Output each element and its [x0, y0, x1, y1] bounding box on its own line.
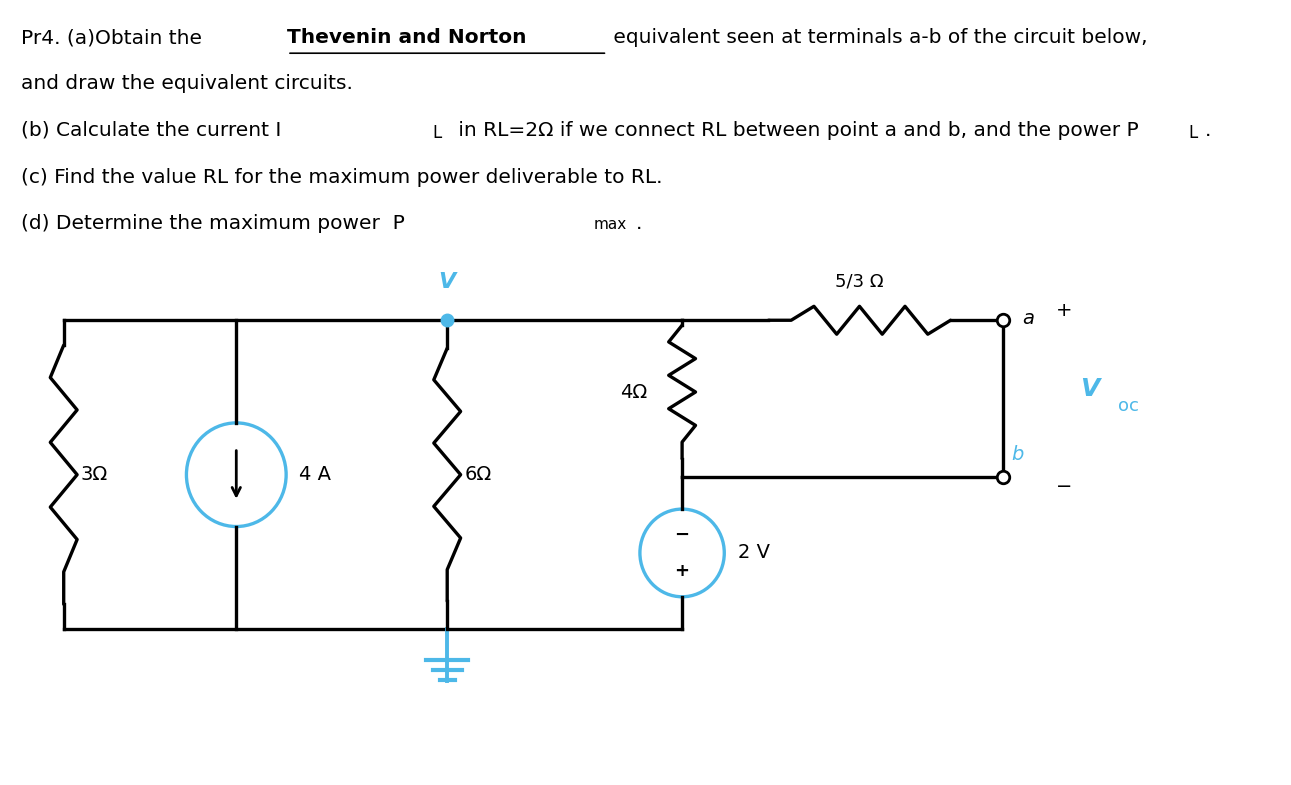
Text: (d) Determine the maximum power  P: (d) Determine the maximum power P — [21, 214, 404, 232]
Text: b: b — [1011, 445, 1024, 464]
Text: 6Ω: 6Ω — [465, 466, 492, 484]
Text: a: a — [1022, 309, 1034, 328]
Text: V: V — [1081, 377, 1100, 400]
Text: (b) Calculate the current I: (b) Calculate the current I — [21, 121, 281, 140]
Text: .: . — [636, 214, 643, 232]
Text: −: − — [1056, 477, 1073, 496]
Text: V: V — [439, 272, 456, 292]
Text: Pr4. (a)Obtain the: Pr4. (a)Obtain the — [21, 28, 208, 47]
Text: .: . — [1205, 121, 1211, 140]
Text: 3Ω: 3Ω — [81, 466, 108, 484]
Text: +: + — [1056, 301, 1073, 319]
Text: +: + — [675, 562, 689, 580]
Text: and draw the equivalent circuits.: and draw the equivalent circuits. — [21, 74, 352, 93]
Text: −: − — [674, 525, 689, 543]
Text: L: L — [1188, 124, 1198, 142]
Text: L: L — [432, 124, 442, 142]
Text: 4 A: 4 A — [298, 466, 330, 484]
Text: in RL=2Ω if we connect RL between point a and b, and the power P: in RL=2Ω if we connect RL between point … — [452, 121, 1139, 140]
Text: 4Ω: 4Ω — [620, 382, 647, 401]
Text: Thevenin and Norton: Thevenin and Norton — [287, 28, 527, 47]
Text: 5/3 Ω: 5/3 Ω — [835, 272, 884, 290]
Text: oc: oc — [1118, 397, 1139, 415]
Text: (c) Find the value RL for the maximum power deliverable to RL.: (c) Find the value RL for the maximum po… — [21, 168, 662, 187]
Text: 2 V: 2 V — [737, 543, 769, 562]
Text: max: max — [594, 217, 627, 232]
Text: equivalent seen at terminals a-b of the circuit below,: equivalent seen at terminals a-b of the … — [607, 28, 1148, 47]
